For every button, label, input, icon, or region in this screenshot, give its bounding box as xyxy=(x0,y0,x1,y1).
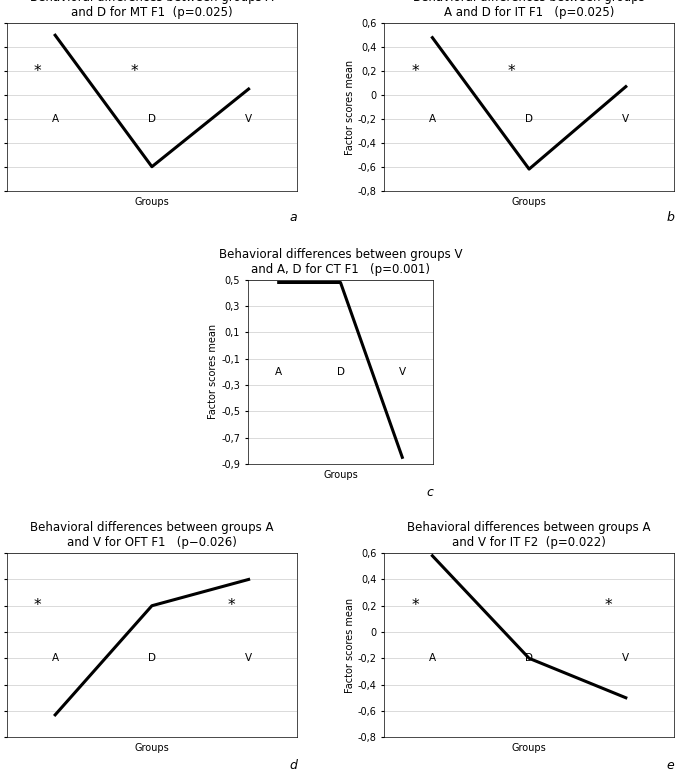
Text: b: b xyxy=(666,210,674,223)
Text: V: V xyxy=(245,653,252,663)
Text: c: c xyxy=(426,486,433,499)
Text: A: A xyxy=(429,114,436,124)
Text: e: e xyxy=(667,759,674,772)
Text: V: V xyxy=(622,114,629,124)
Text: A: A xyxy=(275,367,282,377)
Text: *: * xyxy=(131,64,138,78)
Text: a: a xyxy=(289,210,297,223)
Text: V: V xyxy=(622,653,629,663)
Text: D: D xyxy=(525,114,533,124)
X-axis label: Groups: Groups xyxy=(135,743,170,753)
Text: A: A xyxy=(52,653,59,663)
Text: *: * xyxy=(508,64,516,78)
Text: D: D xyxy=(336,367,345,377)
Text: d: d xyxy=(289,759,297,772)
Text: A: A xyxy=(52,114,59,124)
Text: *: * xyxy=(411,598,419,613)
Text: *: * xyxy=(34,598,42,613)
Y-axis label: Factor scores mean: Factor scores mean xyxy=(345,598,355,693)
Text: A: A xyxy=(429,653,436,663)
Text: *: * xyxy=(227,598,235,613)
X-axis label: Groups: Groups xyxy=(135,197,170,207)
Text: D: D xyxy=(148,114,156,124)
Text: *: * xyxy=(411,64,419,78)
Title: Behavioral differences between groups A
and D for MT F1  (p=0.025): Behavioral differences between groups A … xyxy=(30,0,274,19)
Text: D: D xyxy=(525,653,533,663)
X-axis label: Groups: Groups xyxy=(511,197,546,207)
X-axis label: Groups: Groups xyxy=(511,743,546,753)
Title: Behavioral differences between groups A
and V for IT F2  (p=0.022): Behavioral differences between groups A … xyxy=(407,521,651,549)
Title: Behavioral differences between groups V
and A, D for CT F1   (p=0.001): Behavioral differences between groups V … xyxy=(219,248,462,276)
Title: Behavioral differences between groups
A and D for IT F1   (p=0.025): Behavioral differences between groups A … xyxy=(413,0,645,19)
Text: V: V xyxy=(399,367,406,377)
Text: *: * xyxy=(34,64,42,78)
Y-axis label: Factor scores mean: Factor scores mean xyxy=(345,60,355,154)
Text: V: V xyxy=(245,114,252,124)
Title: Behavioral differences between groups A
and V for OFT F1   (p−0.026): Behavioral differences between groups A … xyxy=(30,521,274,549)
Y-axis label: Factor scores mean: Factor scores mean xyxy=(208,324,219,420)
X-axis label: Groups: Groups xyxy=(323,470,358,480)
Text: *: * xyxy=(605,598,612,613)
Text: D: D xyxy=(148,653,156,663)
